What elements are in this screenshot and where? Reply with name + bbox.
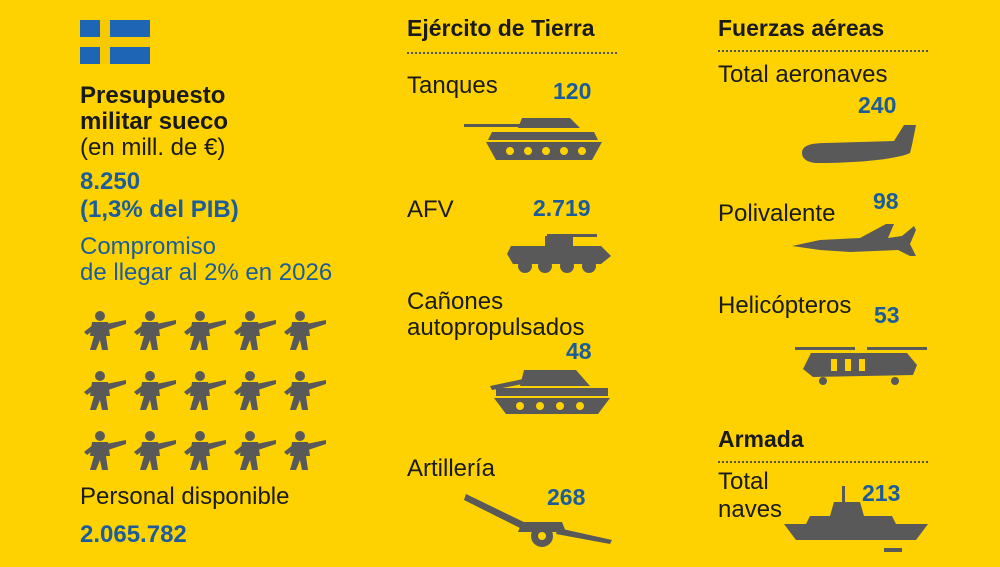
army-title: Ejército de Tierra <box>407 15 595 41</box>
helicopter-icon <box>795 347 927 385</box>
afv-value: 2.719 <box>533 195 591 221</box>
fighter-jet-icon <box>792 224 916 256</box>
multirole-value: 98 <box>873 188 899 214</box>
navy-total-label-line-2: naves <box>718 496 783 523</box>
air-total-value: 240 <box>858 92 897 118</box>
army-title-divider <box>407 52 617 54</box>
air-title: Fuerzas aéreas <box>718 15 885 41</box>
sweden-flag-icon <box>80 20 150 64</box>
tank-icon <box>464 118 602 160</box>
commitment-line-1: Compromiso <box>80 233 217 260</box>
air-total-label: Total aeronaves <box>718 61 888 88</box>
navy-total-value: 213 <box>862 480 901 506</box>
multirole-label: Polivalente <box>718 200 836 227</box>
afv-label: AFV <box>407 196 454 223</box>
soldiers-grid <box>84 311 326 470</box>
budget-title-line-1: Presupuesto <box>80 82 226 109</box>
spg-icon <box>490 370 610 414</box>
transport-plane-icon <box>802 125 916 163</box>
spg-label-line-2: autopropulsados <box>407 314 585 341</box>
artillery-icon <box>464 494 612 547</box>
navy-total-label-line-1: Total <box>718 468 769 495</box>
artillery-value: 268 <box>547 484 586 510</box>
commitment-line-2: de llegar al 2% en 2026 <box>80 259 333 286</box>
artillery-label: Artillería <box>407 455 496 482</box>
spg-label-line-1: Cañones <box>407 288 504 315</box>
navy-title-divider <box>718 461 928 463</box>
personnel-label: Personal disponible <box>80 483 290 510</box>
budget-pib: (1,3% del PIB) <box>80 196 239 223</box>
personnel-value: 2.065.782 <box>80 521 187 548</box>
soldier-icon <box>84 311 326 350</box>
helicopters-value: 53 <box>874 302 900 328</box>
tanks-value: 120 <box>553 78 592 104</box>
budget-value: 8.250 <box>80 168 141 195</box>
helicopters-label: Helicópteros <box>718 292 852 319</box>
spg-value: 48 <box>566 338 592 364</box>
air-title-divider <box>718 50 928 52</box>
tanks-label: Tanques <box>407 72 498 99</box>
warship-icon <box>784 486 928 552</box>
budget-unit: (en mill. de €) <box>80 134 226 161</box>
navy-title: Armada <box>718 426 804 452</box>
budget-title-line-2: militar sueco <box>80 108 229 135</box>
afv-icon <box>507 234 611 273</box>
